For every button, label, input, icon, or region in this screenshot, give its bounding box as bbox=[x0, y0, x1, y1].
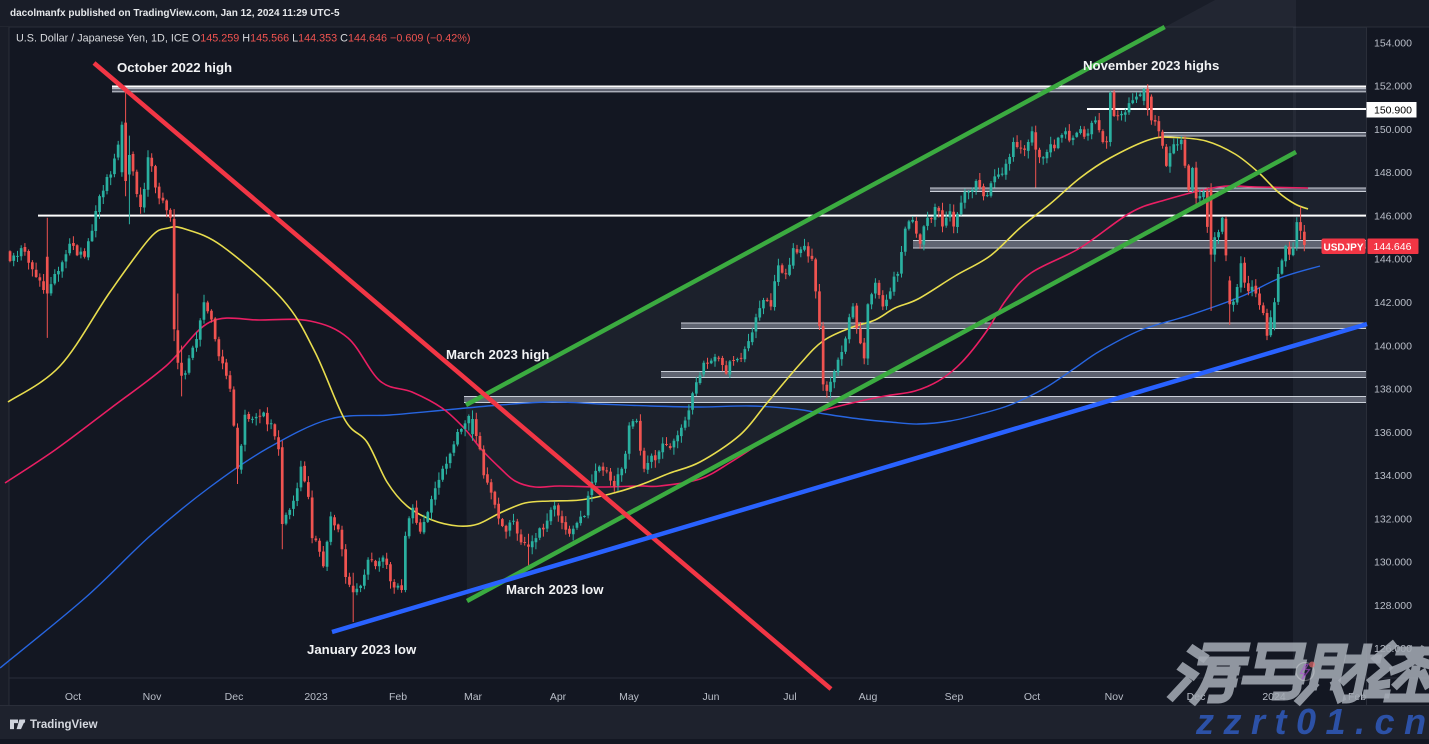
svg-text:Oct: Oct bbox=[65, 691, 81, 703]
svg-text:154.000: 154.000 bbox=[1374, 37, 1412, 49]
svg-text:November 2023 highs: November 2023 highs bbox=[1083, 58, 1219, 73]
svg-text:130.000: 130.000 bbox=[1374, 557, 1412, 569]
svg-text:Jul: Jul bbox=[783, 691, 796, 703]
svg-text:150.000: 150.000 bbox=[1374, 124, 1412, 136]
svg-text:152.000: 152.000 bbox=[1374, 81, 1412, 93]
svg-text:136.000: 136.000 bbox=[1374, 427, 1412, 439]
svg-text:Feb: Feb bbox=[389, 691, 407, 703]
svg-text:132.000: 132.000 bbox=[1374, 513, 1412, 525]
svg-text:TradingView: TradingView bbox=[30, 719, 98, 731]
svg-text:134.000: 134.000 bbox=[1374, 470, 1412, 482]
svg-text:Apr: Apr bbox=[550, 691, 567, 703]
svg-text:March 2023 high: March 2023 high bbox=[446, 347, 549, 362]
svg-text:May: May bbox=[619, 691, 640, 703]
svg-text:U.S. Dollar / Japanese Yen, 1D: U.S. Dollar / Japanese Yen, 1D, ICE O145… bbox=[16, 33, 470, 45]
svg-text:128.000: 128.000 bbox=[1374, 600, 1412, 612]
svg-text:138.000: 138.000 bbox=[1374, 384, 1412, 396]
svg-text:Mar: Mar bbox=[464, 691, 483, 703]
svg-text:USDJPY: USDJPY bbox=[1323, 242, 1363, 253]
svg-text:Nov: Nov bbox=[1105, 691, 1124, 703]
svg-text:October 2022 high: October 2022 high bbox=[117, 60, 232, 75]
svg-text:zzrt01.cn: zzrt01.cn bbox=[1195, 701, 1429, 739]
svg-text:142.000: 142.000 bbox=[1374, 297, 1412, 309]
svg-text:144.000: 144.000 bbox=[1374, 254, 1412, 266]
svg-text:Nov: Nov bbox=[143, 691, 162, 703]
svg-text:146.000: 146.000 bbox=[1374, 210, 1412, 222]
svg-text:148.000: 148.000 bbox=[1374, 167, 1412, 179]
svg-text:Aug: Aug bbox=[859, 691, 878, 703]
svg-text:150.900: 150.900 bbox=[1374, 105, 1412, 117]
svg-text:March 2023 low: March 2023 low bbox=[506, 582, 604, 597]
svg-text:2023: 2023 bbox=[304, 691, 328, 703]
svg-text:140.000: 140.000 bbox=[1374, 340, 1412, 352]
svg-text:January 2023 low: January 2023 low bbox=[307, 642, 417, 657]
svg-text:Oct: Oct bbox=[1024, 691, 1040, 703]
svg-text:Dec: Dec bbox=[225, 691, 244, 703]
svg-text:144.646: 144.646 bbox=[1374, 241, 1412, 253]
svg-text:Sep: Sep bbox=[945, 691, 964, 703]
svg-text:dacolmanfx published on Tradin: dacolmanfx published on TradingView.com,… bbox=[10, 8, 340, 19]
svg-text:Jun: Jun bbox=[703, 691, 720, 703]
